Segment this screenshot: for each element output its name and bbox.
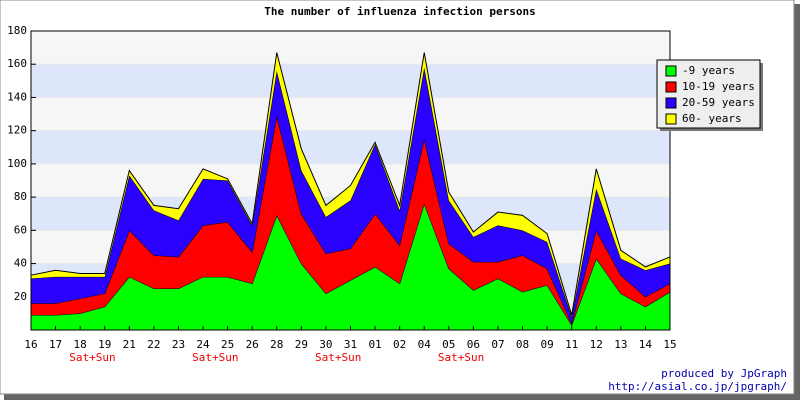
y-tick-label: 100 — [7, 157, 27, 170]
x-tick-label: 01 — [368, 338, 381, 351]
x-tick-label: 29 — [295, 338, 308, 351]
x-tick-label: 11 — [565, 338, 578, 351]
x-tick-label: 14 — [639, 338, 653, 351]
x-tick-label: 17 — [49, 338, 62, 351]
grid-band — [31, 64, 670, 98]
x-tick-label: 05 — [442, 338, 455, 351]
y-tick-label: 180 — [7, 24, 27, 37]
legend-label: -9 years — [682, 64, 735, 77]
y-tick-label: 120 — [7, 124, 27, 137]
x-sublabel: Sat+Sun — [438, 351, 484, 364]
x-tick-label: 09 — [540, 338, 553, 351]
x-sublabel: Sat+Sun — [69, 351, 115, 364]
x-tick-label: 22 — [147, 338, 160, 351]
x-tick-label: 19 — [98, 338, 111, 351]
x-tick-label: 24 — [196, 338, 210, 351]
x-tick-label: 28 — [270, 338, 283, 351]
y-tick-label: 20 — [14, 290, 27, 303]
x-tick-label: 12 — [590, 338, 603, 351]
grid-band — [31, 31, 670, 65]
y-tick-label: 160 — [7, 57, 27, 70]
x-tick-label: 06 — [467, 338, 480, 351]
chart-title: The number of influenza infection person… — [264, 5, 536, 18]
y-tick-label: 80 — [14, 190, 27, 203]
legend-swatch — [665, 81, 677, 93]
area-line — [30, 52, 671, 316]
area — [31, 203, 670, 330]
legend-label: 10-19 years — [682, 80, 755, 93]
footer: produced by JpGraph — [661, 367, 787, 380]
y-tick-label: 60 — [14, 223, 27, 236]
x-tick-label: 15 — [663, 338, 676, 351]
x-tick-label: 13 — [614, 338, 627, 351]
x-sublabel: Sat+Sun — [315, 351, 361, 364]
legend-swatch — [665, 97, 677, 109]
legend-swatch — [665, 113, 677, 125]
legend-label: 20-59 years — [682, 96, 755, 109]
x-sublabel: Sat+Sun — [192, 351, 238, 364]
x-tick-label: 16 — [24, 338, 37, 351]
x-tick-label: 21 — [123, 338, 136, 351]
x-tick-label: 26 — [246, 338, 259, 351]
footer: http://asial.co.jp/jpgraph/ — [608, 380, 787, 393]
y-tick-label: 140 — [7, 90, 27, 103]
x-tick-label: 30 — [319, 338, 332, 351]
x-tick-label: 04 — [418, 338, 432, 351]
x-tick-label: 18 — [74, 338, 87, 351]
legend-label: 60- years — [682, 112, 742, 125]
x-tick-label: 23 — [172, 338, 185, 351]
grid-band — [31, 130, 670, 164]
legend-swatch — [665, 65, 677, 77]
y-tick-label: 40 — [14, 257, 27, 270]
x-tick-label: 07 — [491, 338, 504, 351]
x-tick-label: 31 — [344, 338, 357, 351]
x-tick-label: 25 — [221, 338, 234, 351]
area — [31, 115, 670, 326]
grid-band — [31, 97, 670, 131]
x-tick-label: 08 — [516, 338, 529, 351]
x-tick-label: 02 — [393, 338, 406, 351]
